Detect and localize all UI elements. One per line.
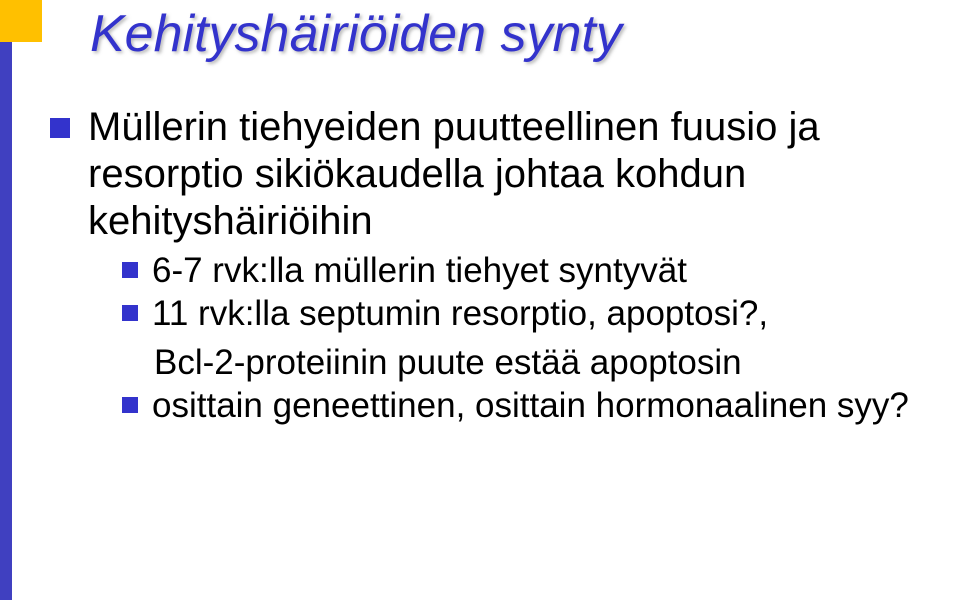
bullet-level1: Müllerin tiehyeiden puutteellinen fuusio… xyxy=(50,104,930,246)
bullet-text: 11 rvk:lla septumin resorptio, apoptosi?… xyxy=(152,293,768,334)
square-bullet-icon xyxy=(122,262,138,278)
slide-title: Kehityshäiriöiden synty xyxy=(90,4,622,64)
side-accent-bar xyxy=(0,42,12,600)
bullet-level2: 11 rvk:lla septumin resorptio, apoptosi?… xyxy=(122,293,930,334)
continuation-text: Bcl-2-proteiinin puute estää apoptosin xyxy=(154,342,930,383)
corner-accent-square xyxy=(0,0,42,42)
square-bullet-icon xyxy=(50,118,70,138)
square-bullet-icon xyxy=(122,305,138,321)
bullet-text: 6-7 rvk:lla müllerin tiehyet syntyvät xyxy=(152,250,687,291)
bullet-text: osittain geneettinen, osittain hormonaal… xyxy=(152,385,909,426)
bullet-level2: osittain geneettinen, osittain hormonaal… xyxy=(122,385,930,426)
bullet-level2: 6-7 rvk:lla müllerin tiehyet syntyvät xyxy=(122,250,930,291)
square-bullet-icon xyxy=(122,397,138,413)
slide: Kehityshäiriöiden synty Müllerin tiehyei… xyxy=(0,0,959,600)
slide-content: Müllerin tiehyeiden puutteellinen fuusio… xyxy=(50,100,930,429)
bullet-text: Müllerin tiehyeiden puutteellinen fuusio… xyxy=(88,104,930,246)
